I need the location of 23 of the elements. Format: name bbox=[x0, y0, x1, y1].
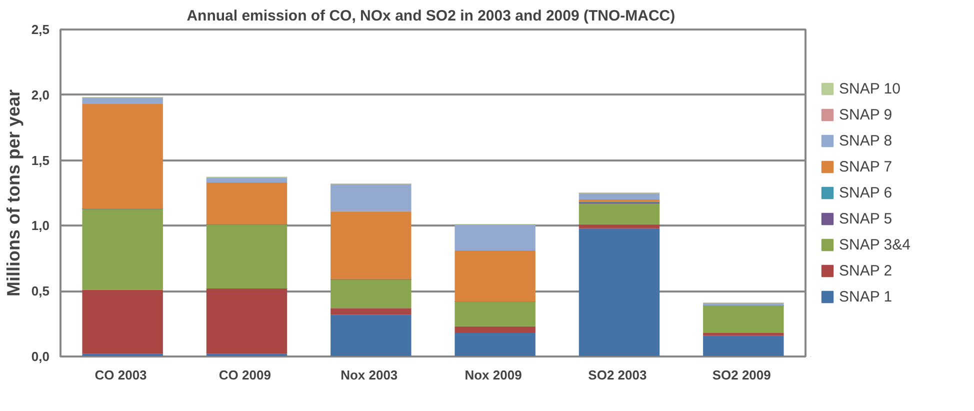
y-tick-label: 1,5 bbox=[31, 152, 50, 168]
chart-title: Annual emission of CO, NOx and SO2 in 2003 and 2009 (TNO-MACC) bbox=[186, 8, 676, 24]
legend-label: SNAP 7 bbox=[839, 158, 892, 175]
legend-label: SNAP 3&4 bbox=[839, 236, 910, 253]
legend-label: SNAP 8 bbox=[839, 132, 892, 149]
legend-label: SNAP 1 bbox=[839, 288, 892, 305]
y-tick-label: 1,0 bbox=[31, 218, 50, 234]
y-tick-label: 0,5 bbox=[31, 284, 50, 299]
y-tick-label: 2,5 bbox=[31, 22, 50, 37]
x-tick-label: Nox 2009 bbox=[464, 368, 522, 382]
y-tick-label: 2,0 bbox=[31, 87, 50, 102]
x-tick-label: SO2 2003 bbox=[588, 368, 647, 382]
x-tick-label: SO2 2009 bbox=[712, 368, 771, 382]
legend-label: SNAP 6 bbox=[839, 184, 892, 201]
y-axis-title: Millions of tons per year bbox=[3, 89, 24, 297]
legend-label: SNAP 2 bbox=[839, 262, 892, 279]
x-tick-label: CO 2003 bbox=[94, 368, 147, 382]
legend-label: SNAP 5 bbox=[839, 210, 892, 227]
x-tick-label: CO 2009 bbox=[218, 368, 271, 382]
y-tick-label: 0,0 bbox=[31, 349, 50, 364]
legend-label: SNAP 10 bbox=[839, 80, 900, 97]
legend-label: SNAP 9 bbox=[839, 106, 892, 123]
x-tick-label: Nox 2003 bbox=[340, 368, 398, 382]
